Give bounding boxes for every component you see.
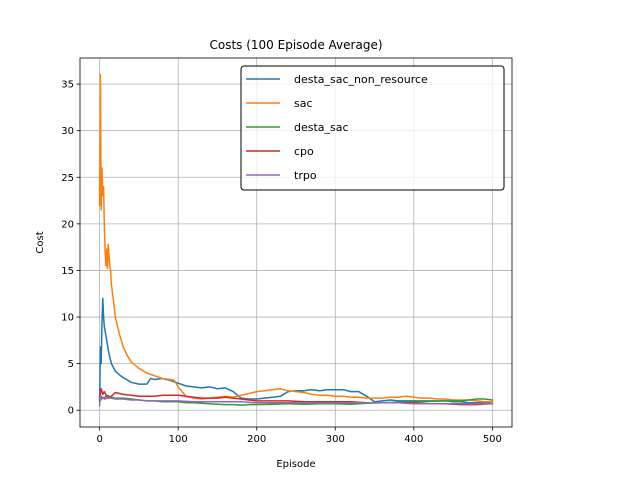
x-tick-label: 100 xyxy=(169,434,188,445)
legend-label: desta_sac_non_resource xyxy=(294,73,428,86)
legend-label: trpo xyxy=(294,169,317,182)
series-line-desta-sac xyxy=(98,394,494,406)
y-tick-label: 10 xyxy=(61,313,74,324)
legend-label: sac xyxy=(294,97,313,110)
x-tick-label: 200 xyxy=(247,434,266,445)
chart-title: Costs (100 Episode Average) xyxy=(209,38,382,52)
x-tick-label: 0 xyxy=(96,434,102,445)
ticks: 0 100 200 300 400 500 0 5 10 15 20 25 30 35 xyxy=(61,80,502,445)
y-tick-label: 0 xyxy=(68,406,74,417)
y-tick-label: 35 xyxy=(61,80,74,91)
x-tick-label: 500 xyxy=(483,434,502,445)
legend-label: desta_sac xyxy=(294,121,349,134)
series-line-desta-sac-non-resource xyxy=(98,297,494,405)
y-tick-label: 20 xyxy=(61,219,74,230)
y-tick-label: 5 xyxy=(68,359,74,370)
y-tick-label: 15 xyxy=(61,266,74,277)
x-tick-label: 400 xyxy=(404,434,423,445)
axes-frame xyxy=(79,57,513,428)
series-line-trpo xyxy=(98,394,494,407)
x-tick-label: 300 xyxy=(326,434,345,445)
y-axis-label: Cost xyxy=(35,231,46,253)
series-lines xyxy=(98,74,494,407)
series-line-sac xyxy=(98,74,494,403)
legend-label: cpo xyxy=(294,145,314,158)
legend-frame xyxy=(240,65,505,191)
x-axis-label: Episode xyxy=(276,459,315,470)
y-tick-label: 30 xyxy=(61,126,74,137)
y-tick-label: 25 xyxy=(61,173,74,184)
